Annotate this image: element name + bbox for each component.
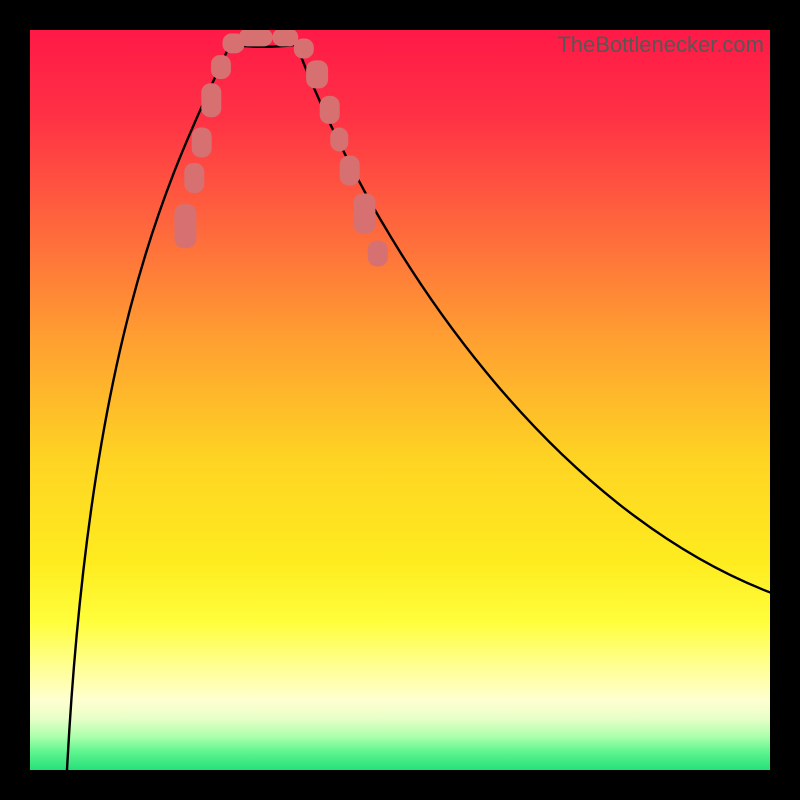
watermark-text: TheBottlenecker.com: [557, 32, 764, 58]
curve-marker: [353, 194, 375, 234]
plot-area: TheBottlenecker.com: [30, 30, 770, 770]
chart-frame: TheBottlenecker.com: [0, 0, 800, 800]
bottleneck-chart-svg: [30, 30, 770, 770]
curve-marker: [192, 127, 212, 157]
gradient-background: [30, 30, 770, 770]
curve-marker: [239, 30, 273, 46]
curve-marker: [211, 55, 231, 79]
curve-marker: [340, 156, 360, 186]
curve-marker: [306, 60, 328, 88]
curve-marker: [201, 83, 221, 117]
curve-marker: [174, 204, 196, 248]
curve-marker: [272, 30, 298, 46]
curve-marker: [368, 240, 388, 266]
curve-marker: [330, 128, 348, 152]
curve-marker: [184, 163, 204, 193]
curve-marker: [294, 39, 314, 59]
curve-marker: [320, 96, 340, 124]
